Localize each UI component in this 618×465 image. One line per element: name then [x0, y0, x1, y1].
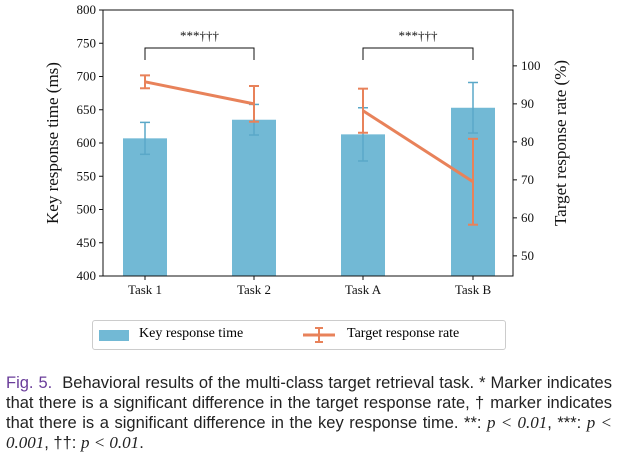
- caption-math: p < 0.01: [487, 413, 548, 432]
- legend-label-target-response-rate: Target response rate: [347, 326, 460, 341]
- y-right-tick-label: 90: [521, 96, 534, 111]
- y-tick-label: 800: [77, 2, 97, 17]
- x-tick-label: Task B: [455, 282, 492, 297]
- y-right-tick-label: 50: [521, 248, 534, 263]
- caption-text: , ***:: [547, 414, 587, 432]
- y-tick-label: 450: [77, 235, 97, 250]
- legend: Key response time Target response rate: [92, 320, 506, 350]
- significance-bracket: [362, 47, 474, 60]
- y-tick-label: 500: [77, 202, 97, 217]
- y-right-tick-label: 60: [521, 210, 534, 225]
- significance-bracket: [144, 47, 255, 60]
- caption-math: p < 0.01: [80, 433, 140, 452]
- y-right-tick-label: 100: [521, 58, 541, 73]
- y-tick-label: 750: [77, 35, 97, 50]
- y-right-tick-label: 70: [521, 172, 534, 187]
- y-right-axis-label: Target response rate (%): [551, 60, 570, 226]
- legend-swatch-bar: [99, 330, 129, 341]
- caption-text: Behavioral results of the multi-class ta…: [6, 374, 612, 432]
- caption-text: , ††:: [44, 434, 81, 452]
- x-tick-label: Task A: [345, 282, 382, 297]
- y-tick-label: 400: [77, 268, 97, 283]
- figure-label: Fig. 5.: [6, 374, 53, 392]
- figure-caption: Fig. 5. Behavioral results of the multi-c…: [6, 373, 612, 453]
- line-segment: [144, 80, 255, 106]
- y-tick-label: 700: [77, 69, 97, 84]
- chart: 400 450 500 550 600 650 700 750 800 50 60 70 80 90 100…: [43, 2, 570, 297]
- legend-swatch-line: [303, 327, 335, 343]
- significance-label: ***†††: [180, 28, 220, 43]
- caption-text: .: [139, 434, 144, 452]
- y-tick-label: 650: [77, 102, 97, 117]
- x-tick-label: Task 1: [128, 282, 162, 297]
- significance-label: ***†††: [399, 28, 439, 43]
- x-tick-label: Task 2: [237, 282, 271, 297]
- bar: [232, 119, 276, 276]
- y-axis-label: Key response time (ms): [43, 62, 62, 224]
- caption-math: p < 0.001: [6, 413, 612, 452]
- y-tick-label: 600: [77, 135, 97, 150]
- legend-label-key-response-time: Key response time: [139, 326, 244, 341]
- y-right-tick-label: 80: [521, 134, 534, 149]
- y-tick-label: 550: [77, 168, 97, 183]
- line-segment: [362, 109, 474, 184]
- bar: [123, 138, 167, 276]
